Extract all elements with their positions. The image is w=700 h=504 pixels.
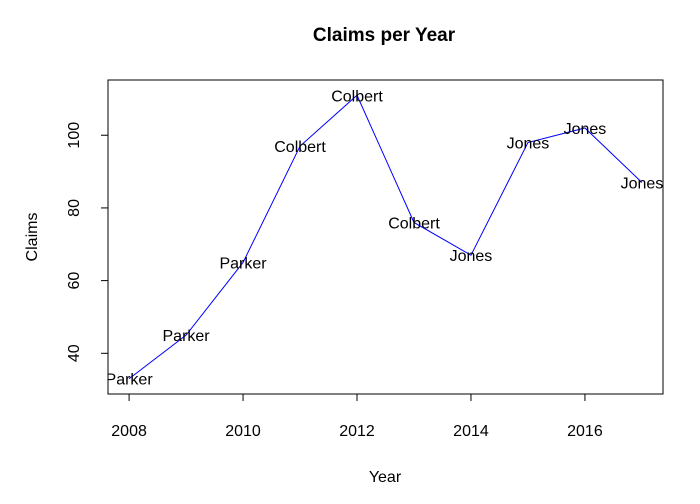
y-tick-label: 60 — [66, 272, 83, 290]
y-tick-label: 100 — [66, 122, 83, 149]
point-label: Jones — [450, 248, 493, 265]
point-label: Jones — [507, 136, 550, 153]
y-tick-label: 40 — [66, 344, 83, 362]
point-label: Jones — [564, 121, 607, 138]
point-label: Colbert — [331, 88, 383, 105]
point-label: Parker — [106, 372, 154, 389]
chart-title: Claims per Year — [313, 25, 456, 46]
x-tick-label: 2008 — [111, 423, 147, 440]
point-label: Jones — [621, 175, 664, 192]
point-labels: Parker Parker Parker Colbert Colbert Colbert J… — [106, 88, 664, 389]
point-label: Parker — [219, 255, 267, 272]
series-line — [128, 94, 643, 380]
plot-frame — [107, 79, 664, 395]
x-tick-label: 2010 — [225, 423, 261, 440]
point-label: Colbert — [388, 215, 440, 232]
x-tick-label: 2014 — [453, 423, 489, 440]
x-tick-label: 2016 — [567, 423, 603, 440]
x-axis-label: Year — [369, 469, 402, 486]
x-tick-label: 2012 — [339, 423, 375, 440]
point-label: Parker — [163, 328, 211, 345]
y-axis: 40 60 80 100 — [66, 122, 108, 362]
y-axis-label: Claims — [24, 213, 41, 262]
y-tick-label: 80 — [66, 199, 83, 217]
point-label: Colbert — [274, 139, 326, 156]
x-axis: 2008 2010 2012 2014 2016 — [111, 394, 603, 440]
